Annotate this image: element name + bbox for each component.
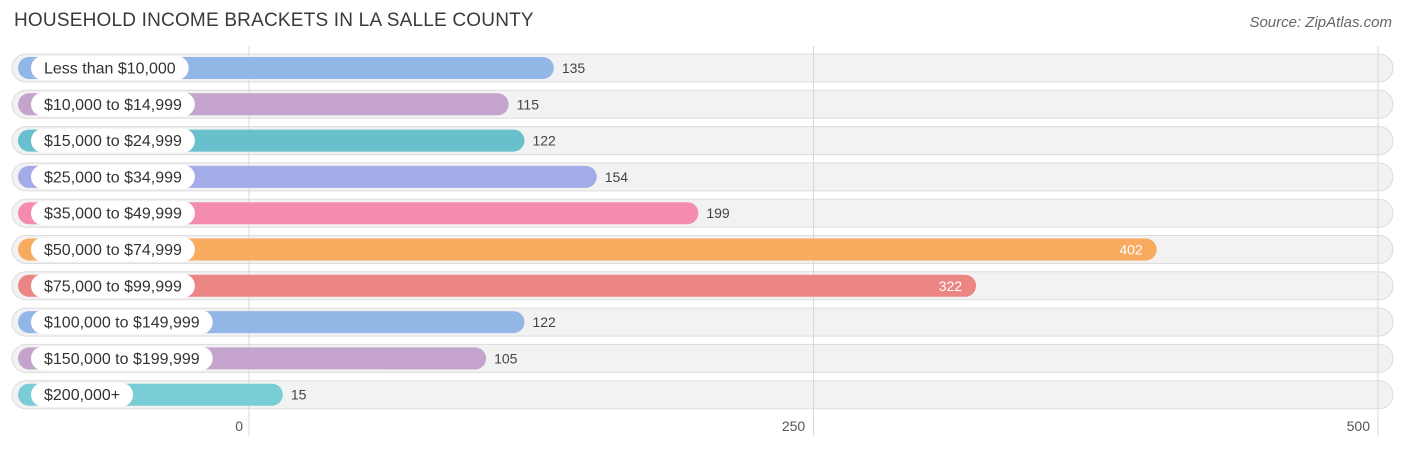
category-label-pill [31,382,134,407]
tick-label: 250 [782,418,806,434]
category-label: $15,000 to $24,999 [44,133,182,150]
category-label: $25,000 to $34,999 [44,169,182,186]
category-label-pill [31,56,189,80]
source-label: Source: ZipAtlas.com [1249,14,1392,31]
bar [18,238,1157,261]
category-label-pill [31,92,195,117]
category-label: $200,000+ [44,387,120,404]
value-label: 322 [939,278,963,294]
category-label: $150,000 to $199,999 [44,351,200,368]
value-label: 122 [532,314,556,330]
value-label: 15 [291,387,307,403]
category-label: $50,000 to $74,999 [44,242,182,259]
row-background [11,380,1394,410]
value-label: 122 [532,133,556,149]
bar [18,274,977,297]
category-label-pill [31,164,195,189]
category-label: $100,000 to $149,999 [44,315,200,332]
value-label: 135 [562,60,586,76]
category-label: $35,000 to $49,999 [44,206,182,223]
value-label: 115 [517,96,540,112]
value-label: 402 [1119,242,1143,258]
value-label: 154 [605,169,629,185]
tick-label: 500 [1347,418,1371,434]
chart-title: HOUSEHOLD INCOME BRACKETS IN LA SALLE CO… [14,10,534,31]
category-label: $75,000 to $99,999 [44,278,182,295]
value-label: 199 [706,205,730,221]
category-label: Less than $10,000 [44,61,176,78]
category-label-pill [31,273,195,298]
category-label-pill [31,237,195,262]
category-label-pill [31,201,195,226]
category-label-pill [31,346,213,371]
category-label: $10,000 to $14,999 [44,97,182,114]
category-label-pill [31,128,195,153]
tick-label: 0 [235,418,243,434]
value-label: 105 [494,350,518,366]
category-label-pill [31,310,213,335]
